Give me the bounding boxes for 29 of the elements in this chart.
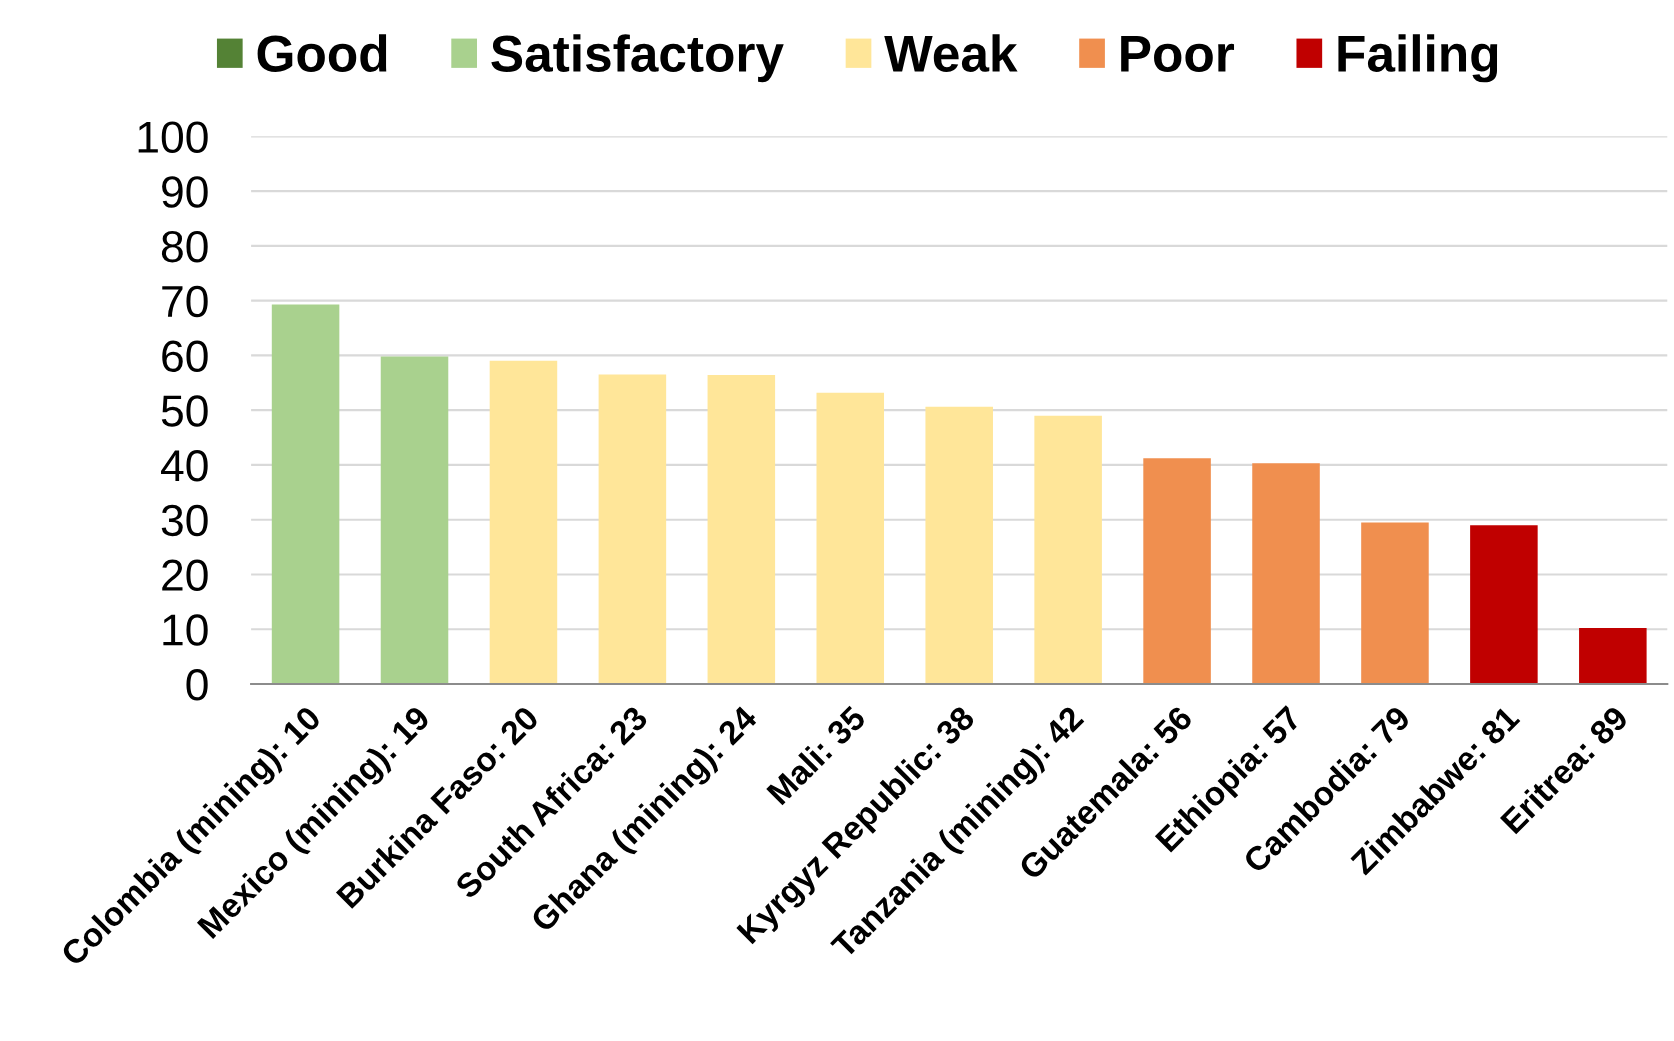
y-tick-label: 20: [162, 559, 208, 591]
legend-label: Poor: [1121, 36, 1235, 72]
bar: [489, 360, 558, 684]
legend-label: Satisfactory: [491, 34, 784, 83]
legend-label: Failing: [1338, 34, 1498, 83]
bar: [1252, 463, 1320, 684]
legend-label: Good: [257, 34, 387, 72]
y-tick-label: 90: [162, 176, 208, 208]
bar: [707, 375, 776, 684]
bar: [598, 374, 667, 684]
y-tick-label: 70: [162, 285, 208, 318]
bar: [1361, 522, 1429, 684]
y-tick-label: 30: [161, 504, 208, 537]
y-tick-label: 60: [162, 340, 208, 372]
y-tick-label: 10: [163, 614, 208, 646]
bar: [816, 392, 885, 684]
bar: [271, 304, 340, 684]
bar: [1143, 458, 1211, 684]
y-tick-label: 50: [161, 395, 208, 427]
bar: [380, 356, 449, 684]
legend-label: Weak: [884, 34, 1018, 72]
y-tick-label: 0: [186, 669, 208, 701]
bar: [1470, 525, 1538, 684]
bar: [925, 406, 993, 684]
y-tick-label: 80: [161, 230, 208, 263]
bar: [1579, 628, 1647, 684]
y-tick-label: 100: [138, 121, 208, 153]
y-tick-label: 40: [161, 449, 208, 482]
bar: [1034, 415, 1102, 684]
